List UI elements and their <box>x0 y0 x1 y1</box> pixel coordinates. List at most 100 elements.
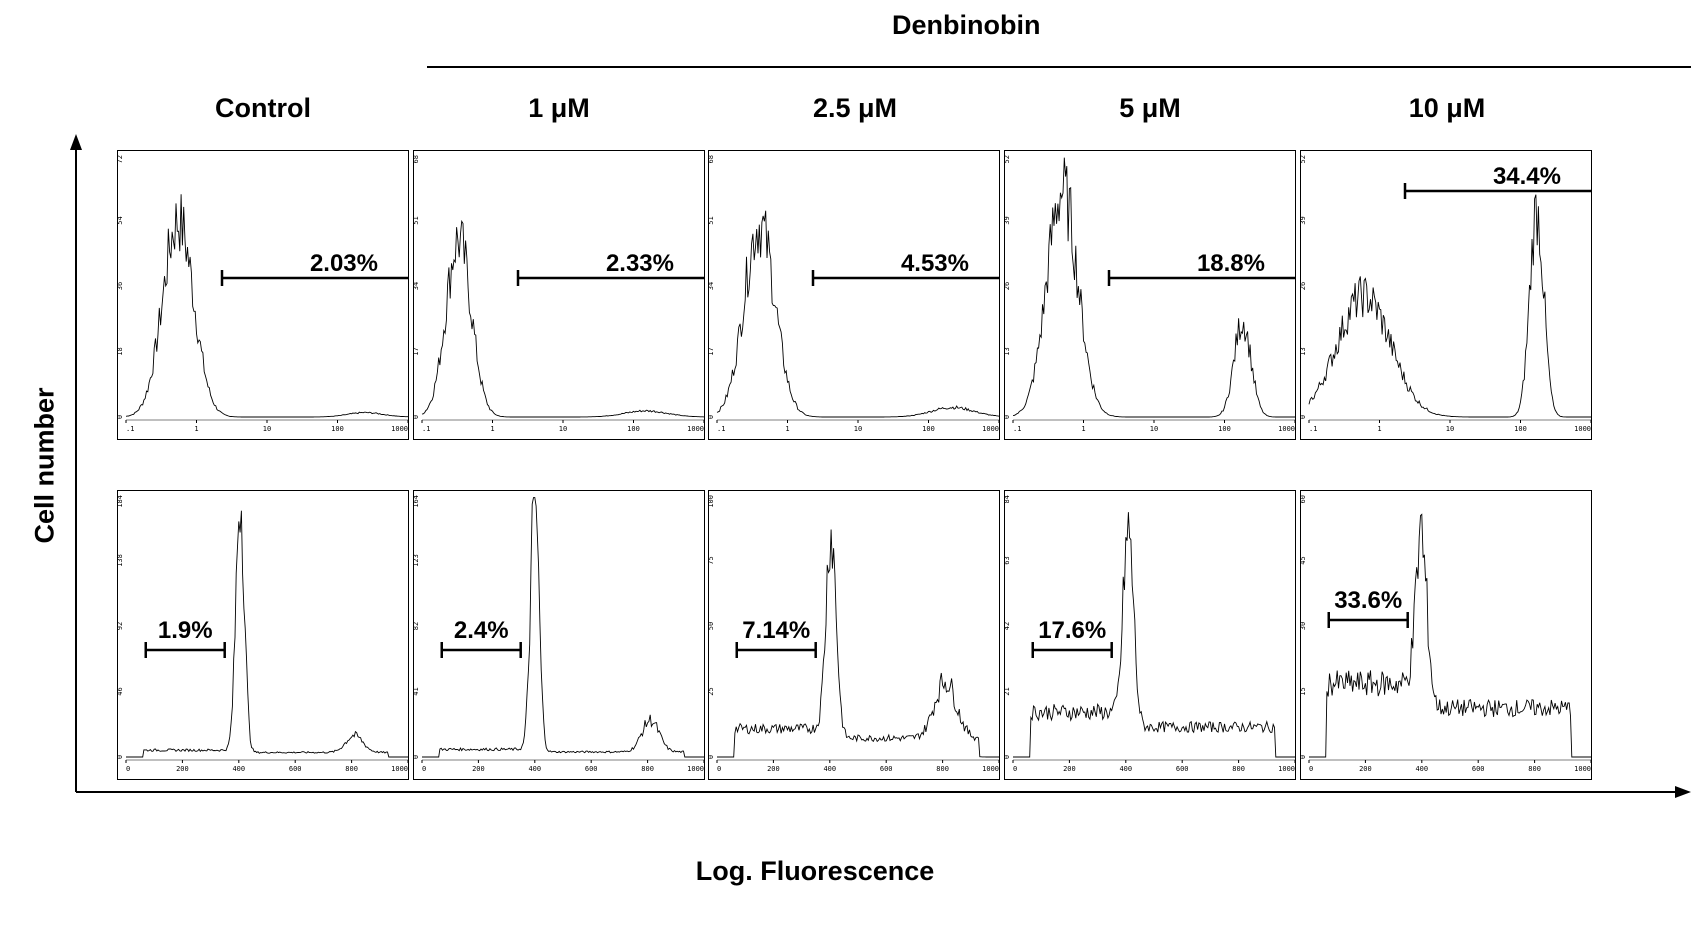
histogram-trace <box>1013 512 1295 758</box>
gate-percent-label: 4.53% <box>901 250 969 277</box>
histogram-trace <box>717 529 999 758</box>
x-tick-label: 0 <box>126 765 130 773</box>
treatment-label: Denbinobin <box>892 10 1041 40</box>
gate-percent-label: 18.8% <box>1197 250 1265 277</box>
histogram-panel: 0153045600200400600800100033.6% <box>1300 490 1592 780</box>
histogram-trace <box>716 210 999 418</box>
x-tick-label: 1 <box>1377 425 1381 433</box>
x-tick-label: 1000 <box>1574 765 1591 773</box>
y-tick-label: 45 <box>1301 556 1307 564</box>
y-tick-label: 0 <box>414 755 420 759</box>
histogram-panel: 0 13 26 39 52 .1 1 10 100 1000 18.8% <box>1004 150 1296 440</box>
gate-percent-label: 34.4% <box>1493 163 1561 190</box>
y-tick-label: 50 <box>709 622 715 630</box>
histogram-svg: 0 17 34 51 68 .1 1 10 100 1000 2.33% <box>414 155 704 433</box>
y-tick-label: 68 <box>414 155 420 163</box>
y-tick-label: 0 <box>1005 415 1011 419</box>
gate-percent-label: 17.6% <box>1038 617 1106 644</box>
y-tick-label: 0 <box>1005 755 1011 759</box>
x-tick-label: .1 <box>1013 425 1021 433</box>
x-tick-label: 600 <box>1176 765 1189 773</box>
histogram-panel: 0 41 82 123 164 0 200 400 600 800 1000 2.4% <box>413 490 705 780</box>
x-tick-label: .1 <box>126 425 134 433</box>
x-tick-label: 400 <box>232 765 245 773</box>
y-tick-label: 51 <box>414 216 420 224</box>
x-tick-label: 10 <box>559 425 567 433</box>
x-tick-label: 100 <box>627 425 640 433</box>
y-tick-label: 100 <box>709 495 715 508</box>
y-tick-label: 184 <box>118 495 124 508</box>
y-tick-label: 72 <box>118 155 124 163</box>
y-tick-label: 21 <box>1005 687 1011 695</box>
x-tick-label: 1 <box>490 425 494 433</box>
histogram-trace <box>1013 157 1295 418</box>
x-tick-label: 600 <box>880 765 893 773</box>
x-tick-label: 100 <box>1218 425 1231 433</box>
column-title-5uM: 5 μM <box>1119 93 1181 123</box>
gate-percent-label: 33.6% <box>1334 587 1402 614</box>
histogram-svg: 0153045600200400600800100033.6% <box>1301 495 1591 773</box>
histogram-svg: 0 41 82 123 164 0 200 400 600 800 1000 2.4% <box>414 495 704 773</box>
y-tick-label: 25 <box>709 687 715 695</box>
y-tick-label: 63 <box>1005 556 1011 564</box>
y-tick-label: 0 <box>1301 415 1307 419</box>
y-tick-label: 138 <box>118 554 124 567</box>
histogram-trace <box>421 219 704 418</box>
histogram-svg: 0255075100020040060080010007.14% <box>709 495 999 773</box>
x-tick-label: 1 <box>785 425 789 433</box>
y-tick-label: 34 <box>414 282 420 290</box>
x-tick-label: 800 <box>1232 765 1245 773</box>
y-axis-arrowhead <box>70 134 82 150</box>
y-tick-label: 34 <box>709 282 715 290</box>
x-tick-label: 0 <box>422 765 426 773</box>
y-tick-label: 30 <box>1301 622 1307 630</box>
gate-percent-label: 2.03% <box>310 250 378 277</box>
y-tick-label: 92 <box>118 622 124 630</box>
histogram-panel: 0 13 26 39 52 .1 1 10 100 1000 34.4% <box>1300 150 1592 440</box>
y-tick-label: 41 <box>414 687 420 695</box>
x-tick-label: 0 <box>1013 765 1017 773</box>
histogram-panel: 0 21 42 63 84 0 200 400 600 800 1000 17.6% <box>1004 490 1296 780</box>
histogram-panel: 0 17 34 51 68 .1 1 10 100 1000 4.53% <box>708 150 1000 440</box>
y-tick-label: 123 <box>414 554 420 567</box>
gate-percent-label: 2.4% <box>454 617 509 644</box>
y-tick-label: 15 <box>1301 687 1307 695</box>
histogram-panel: 0255075100020040060080010007.14% <box>708 490 1000 780</box>
column-title-control: Control <box>215 93 311 123</box>
histogram-trace <box>1309 513 1591 758</box>
x-tick-label: 200 <box>176 765 189 773</box>
histogram-svg: 0 21 42 63 84 0 200 400 600 800 1000 17.6% <box>1005 495 1295 773</box>
x-tick-label: 200 <box>767 765 780 773</box>
y-tick-label: 13 <box>1005 347 1011 355</box>
histogram-svg: 0 17 34 51 68 .1 1 10 100 1000 4.53% <box>709 155 999 433</box>
y-tick-label: 60 <box>1301 495 1307 503</box>
y-tick-label: 42 <box>1005 622 1011 630</box>
y-tick-label: 0 <box>118 415 124 419</box>
x-tick-label: 600 <box>289 765 302 773</box>
x-tick-label: 800 <box>641 765 654 773</box>
x-tick-label: 600 <box>585 765 598 773</box>
x-tick-label: 400 <box>823 765 836 773</box>
y-tick-label: 51 <box>709 216 715 224</box>
y-tick-label: 0 <box>709 755 715 759</box>
treatment-bracket-line <box>427 66 1691 68</box>
x-tick-label: 100 <box>1514 425 1527 433</box>
histogram-svg: 0 13 26 39 52 .1 1 10 100 1000 18.8% <box>1005 155 1295 433</box>
column-title-10uM: 10 μM <box>1408 93 1486 123</box>
y-tick-label: 17 <box>709 347 715 355</box>
y-tick-label: 39 <box>1005 216 1011 224</box>
histogram-panel: 0 17 34 51 68 .1 1 10 100 1000 2.33% <box>413 150 705 440</box>
histogram-trace <box>126 510 408 758</box>
gate-percent-label: 1.9% <box>158 617 213 644</box>
histogram-panel: 0 46 92 138 184 0 200 400 600 800 1000 1.9% <box>117 490 409 780</box>
y-tick-label: 17 <box>414 347 420 355</box>
x-tick-label: 800 <box>1528 765 1541 773</box>
x-tick-label: 1000 <box>1278 765 1295 773</box>
x-tick-label: 100 <box>922 425 935 433</box>
y-tick-label: 26 <box>1301 282 1307 290</box>
histogram-svg: 0 18 36 54 72 .1 1 10 100 1000 2.03% <box>118 155 408 433</box>
y-tick-label: 0 <box>1301 755 1307 759</box>
x-tick-label: 800 <box>936 765 949 773</box>
x-tick-label: 400 <box>528 765 541 773</box>
